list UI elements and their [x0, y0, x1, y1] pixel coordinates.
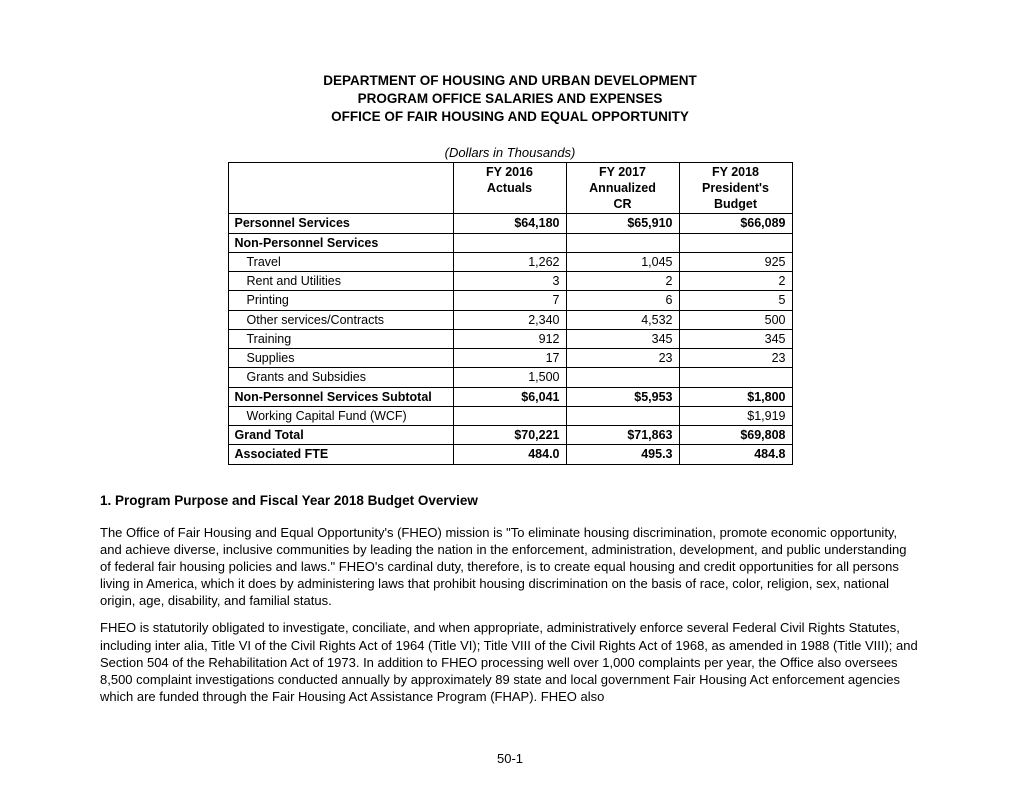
header-fy2016: FY 2016 Actuals: [453, 162, 566, 214]
row-value: $1,919: [679, 406, 792, 425]
row-value: 2,340: [453, 310, 566, 329]
row-value: 23: [679, 349, 792, 368]
row-value: $71,863: [566, 426, 679, 445]
paragraph-1: The Office of Fair Housing and Equal Opp…: [100, 524, 920, 610]
row-value: 500: [679, 310, 792, 329]
row-value: [453, 406, 566, 425]
row-label: Rent and Utilities: [228, 272, 453, 291]
heading-line-3: OFFICE OF FAIR HOUSING AND EQUAL OPPORTU…: [100, 108, 920, 126]
row-label: Working Capital Fund (WCF): [228, 406, 453, 425]
table-row: Non-Personnel Services Subtotal$6,041$5,…: [228, 387, 792, 406]
row-value: 1,045: [566, 252, 679, 271]
row-value: [566, 368, 679, 387]
row-label: Grand Total: [228, 426, 453, 445]
row-value: 2: [679, 272, 792, 291]
table-row: Rent and Utilities322: [228, 272, 792, 291]
heading-line-1: DEPARTMENT OF HOUSING AND URBAN DEVELOPM…: [100, 72, 920, 90]
row-value: $66,089: [679, 214, 792, 233]
row-value: 2: [566, 272, 679, 291]
row-label: Supplies: [228, 349, 453, 368]
row-value: 7: [453, 291, 566, 310]
row-value: 1,500: [453, 368, 566, 387]
section-title: 1. Program Purpose and Fiscal Year 2018 …: [100, 493, 920, 508]
row-label: Grants and Subsidies: [228, 368, 453, 387]
row-label: Non-Personnel Services Subtotal: [228, 387, 453, 406]
header-fy2018: FY 2018 President's Budget: [679, 162, 792, 214]
header-blank: [228, 162, 453, 214]
row-value: 345: [566, 329, 679, 348]
row-label: Printing: [228, 291, 453, 310]
table-row: Non-Personnel Services: [228, 233, 792, 252]
table-caption: (Dollars in Thousands): [100, 145, 920, 160]
table-row: Other services/Contracts2,3404,532500: [228, 310, 792, 329]
row-value: $70,221: [453, 426, 566, 445]
row-value: $64,180: [453, 214, 566, 233]
row-value: [453, 233, 566, 252]
table-row: Supplies172323: [228, 349, 792, 368]
row-value: 495.3: [566, 445, 679, 464]
row-value: 912: [453, 329, 566, 348]
document-page: DEPARTMENT OF HOUSING AND URBAN DEVELOPM…: [0, 0, 1020, 705]
table-row: Training912345345: [228, 329, 792, 348]
row-value: 17: [453, 349, 566, 368]
row-label: Training: [228, 329, 453, 348]
row-value: 484.8: [679, 445, 792, 464]
row-label: Associated FTE: [228, 445, 453, 464]
row-label: Other services/Contracts: [228, 310, 453, 329]
table-row: Associated FTE484.0495.3484.8: [228, 445, 792, 464]
row-value: $5,953: [566, 387, 679, 406]
row-value: 1,262: [453, 252, 566, 271]
table-row: Grants and Subsidies1,500: [228, 368, 792, 387]
row-value: [566, 233, 679, 252]
row-value: 23: [566, 349, 679, 368]
row-value: 484.0: [453, 445, 566, 464]
table-body: Personnel Services$64,180$65,910$66,089N…: [228, 214, 792, 464]
row-value: 925: [679, 252, 792, 271]
page-number: 50-1: [0, 751, 1020, 766]
table-row: Personnel Services$64,180$65,910$66,089: [228, 214, 792, 233]
row-value: [679, 368, 792, 387]
table-header: FY 2016 Actuals FY 2017 Annualized CR FY…: [228, 162, 792, 214]
row-value: $6,041: [453, 387, 566, 406]
row-value: 5: [679, 291, 792, 310]
table-row: Working Capital Fund (WCF) $1,919: [228, 406, 792, 425]
row-value: [679, 233, 792, 252]
paragraph-2: FHEO is statutorily obligated to investi…: [100, 619, 920, 705]
row-label: Non-Personnel Services: [228, 233, 453, 252]
row-value: $1,800: [679, 387, 792, 406]
budget-table: FY 2016 Actuals FY 2017 Annualized CR FY…: [228, 162, 793, 465]
table-row: Travel1,2621,045925: [228, 252, 792, 271]
row-value: [566, 406, 679, 425]
heading-line-2: PROGRAM OFFICE SALARIES AND EXPENSES: [100, 90, 920, 108]
header-fy2017: FY 2017 Annualized CR: [566, 162, 679, 214]
row-label: Travel: [228, 252, 453, 271]
row-value: 4,532: [566, 310, 679, 329]
document-heading: DEPARTMENT OF HOUSING AND URBAN DEVELOPM…: [100, 72, 920, 127]
row-value: 345: [679, 329, 792, 348]
row-value: $69,808: [679, 426, 792, 445]
table-row: Grand Total$70,221$71,863$69,808: [228, 426, 792, 445]
table-row: Printing765: [228, 291, 792, 310]
row-value: $65,910: [566, 214, 679, 233]
row-value: 3: [453, 272, 566, 291]
row-label: Personnel Services: [228, 214, 453, 233]
row-value: 6: [566, 291, 679, 310]
